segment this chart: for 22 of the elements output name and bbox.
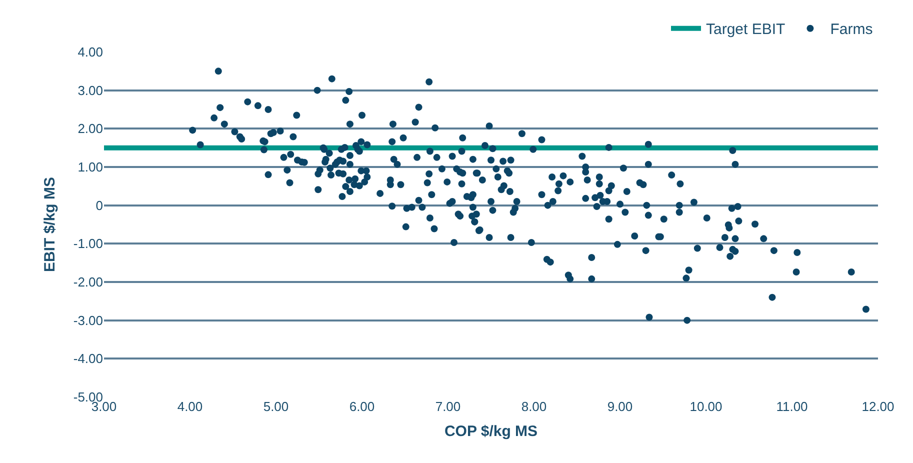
y-tick-label: 4.00: [78, 44, 103, 60]
x-tick-label: 4.00: [177, 399, 203, 414]
x-tick-label: 7.00: [435, 399, 461, 414]
x-tick-label: 12.00: [862, 399, 894, 414]
y-tick-label: 2.00: [78, 121, 103, 136]
y-tick-label: 0: [96, 198, 103, 213]
x-tick-label: 6.00: [349, 399, 375, 414]
y-tick-label: 1.00: [78, 160, 103, 175]
y-tick-label: -3.00: [73, 312, 103, 328]
legend-label: Target EBIT: [706, 21, 786, 38]
y-tick-label: -2.00: [73, 274, 103, 290]
y-tick-label: 3.00: [78, 82, 103, 98]
x-tick-label: 11.00: [776, 399, 808, 414]
y-tick-label: -1.00: [73, 236, 103, 252]
y-tick-label: -4.00: [73, 351, 103, 366]
x-tick-label: 5.00: [263, 399, 289, 414]
legend-label: Farms: [830, 21, 873, 38]
x-tick-label: 8.00: [521, 399, 547, 414]
x-tick-label: 10.00: [690, 399, 722, 414]
y-axis-title: EBIT $/kg MS: [42, 176, 59, 272]
x-tick-label: 9.00: [607, 399, 633, 414]
x-axis-title: COP $/kg MS: [444, 423, 538, 440]
